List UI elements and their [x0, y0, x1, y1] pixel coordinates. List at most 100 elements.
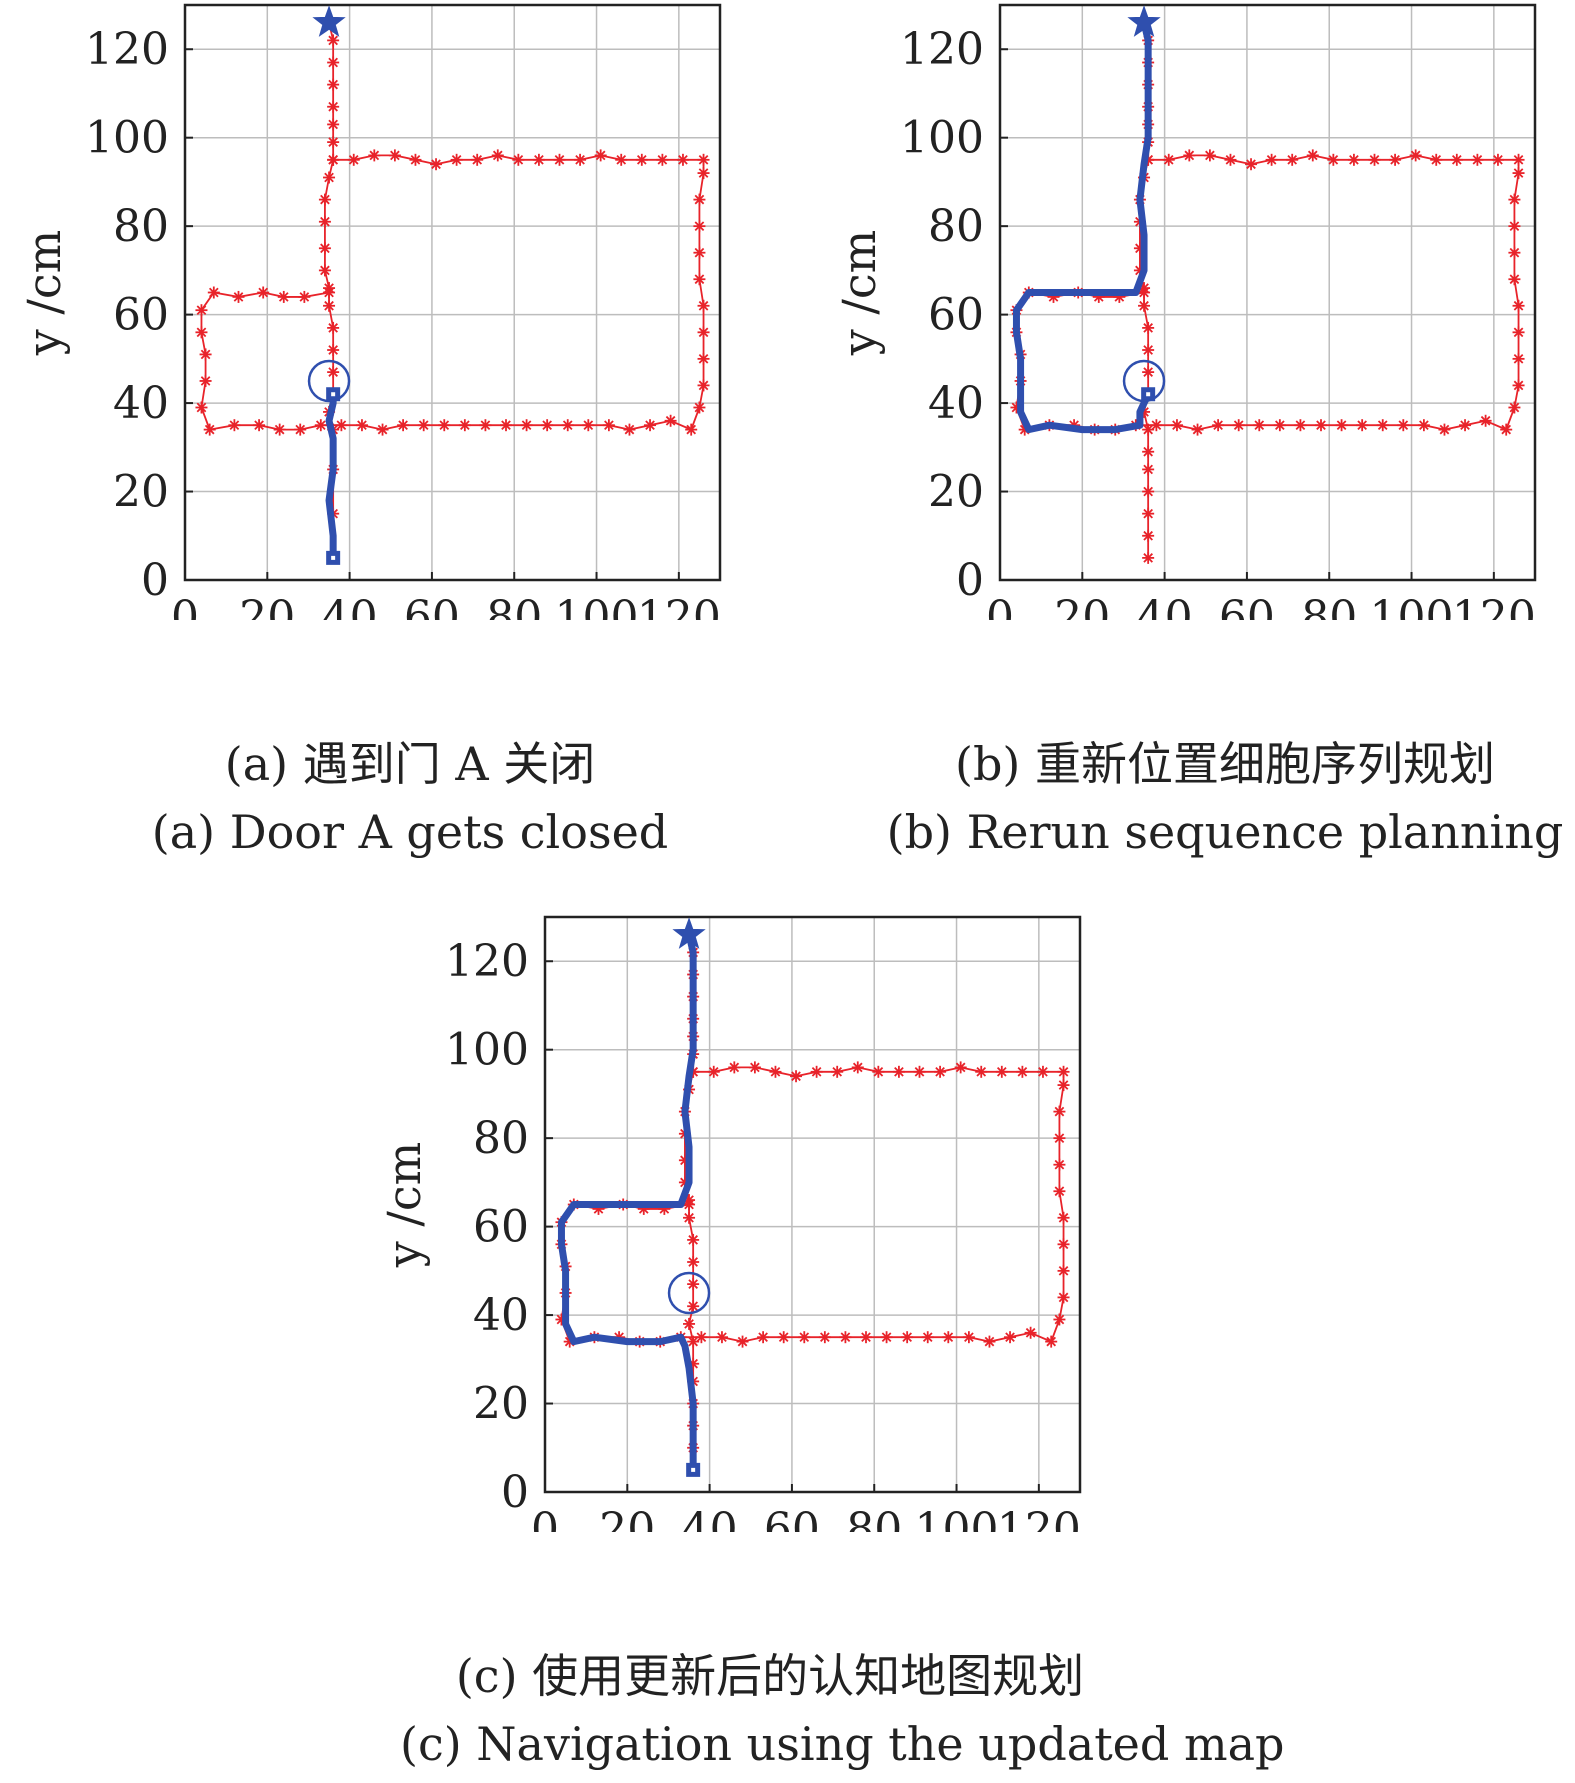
map-node-marker — [921, 1331, 934, 1344]
data-layer — [555, 928, 1070, 1477]
map-node-marker — [327, 78, 340, 91]
y-tick-label: 80 — [928, 201, 984, 252]
map-node-marker — [1389, 153, 1402, 166]
map-node-marker — [582, 419, 595, 432]
axes-box — [543, 915, 1082, 1494]
y-axis-label: y /cm — [17, 230, 71, 357]
map-node-marker — [1053, 1132, 1066, 1145]
map-node-marker — [323, 299, 336, 312]
map-node-marker — [1183, 149, 1196, 162]
caption-b-en: (b) Rerun sequence planning — [886, 805, 1564, 859]
planned-path — [1012, 19, 1152, 434]
map-node-marker — [676, 153, 689, 166]
map-node-marker — [1057, 1264, 1070, 1277]
map-node-marker — [1294, 419, 1307, 432]
map-node-marker — [277, 290, 290, 303]
map-node-marker — [683, 1317, 696, 1330]
map-node-marker — [1057, 1211, 1070, 1224]
y-tick-label: 80 — [473, 1113, 529, 1164]
x-tick-label: 120 — [997, 1504, 1081, 1532]
map-node-marker — [777, 1331, 790, 1344]
map-node-marker — [656, 153, 669, 166]
end-square-marker-inner — [331, 392, 336, 397]
map-node-marker — [512, 153, 525, 166]
map-node-marker — [1142, 366, 1155, 379]
goal-star-marker — [312, 5, 346, 37]
x-tick-label: 100 — [915, 1504, 999, 1532]
map-node-marker — [1479, 414, 1492, 427]
map-node-marker — [1512, 379, 1525, 392]
map-node-marker — [500, 419, 512, 432]
map-node-marker — [687, 1300, 700, 1313]
x-tick-label: 100 — [1370, 592, 1454, 620]
map-node-marker — [368, 149, 381, 162]
caption-c-en: (c) Navigation using the updated map — [400, 1717, 1285, 1771]
map-node-marker — [1450, 153, 1463, 166]
map-node-marker — [1004, 1331, 1017, 1344]
map-node-marker — [1286, 153, 1299, 166]
y-tick-label: 80 — [113, 201, 169, 252]
map-node-marker — [1356, 419, 1369, 432]
grid — [184, 5, 720, 581]
map-node-marker — [228, 419, 241, 432]
map-node-marker — [1459, 419, 1472, 432]
x-tick-label: 80 — [846, 1504, 902, 1532]
map-node-marker — [1162, 153, 1175, 166]
y-tick-label: 0 — [501, 1467, 529, 1518]
map-node-marker — [664, 414, 677, 427]
y-axis-label: y /cm — [832, 230, 886, 357]
data-layer — [1010, 16, 1525, 564]
caption-a: (a) 遇到门 A 关闭 (a) Door A gets closed — [40, 730, 780, 866]
planned-path — [325, 390, 337, 562]
map-node-marker — [1508, 220, 1521, 233]
x-tick-label: 60 — [1219, 592, 1275, 620]
map-node-marker — [623, 423, 636, 436]
map-node-marker — [1203, 149, 1216, 162]
map-node-marker — [257, 286, 270, 299]
map-node-marker — [1512, 352, 1525, 365]
chart-c-svg: 020406080100120020406080100120x /cmy /cm — [377, 915, 1082, 1613]
map-line-loop — [200, 154, 705, 431]
y-tick-label: 100 — [85, 113, 169, 164]
map-node-marker — [199, 374, 212, 387]
x-tick-label: 20 — [1054, 592, 1110, 620]
map-node-marker — [1057, 1079, 1070, 1092]
map-node-marker — [1053, 1158, 1066, 1171]
map-node-marker — [1245, 158, 1258, 171]
map-node-marker — [1142, 321, 1155, 334]
map-node-marker — [1142, 529, 1155, 542]
map-node-marker — [818, 1331, 831, 1344]
map-node-marker — [839, 1331, 852, 1344]
map-node-marker — [615, 153, 628, 166]
map-node-marker — [253, 419, 266, 432]
map-node-marker — [479, 419, 492, 432]
map-node-marker — [748, 1061, 761, 1074]
map-node-marker — [851, 1061, 864, 1074]
map-node-marker — [327, 344, 340, 356]
map-node-marker — [318, 215, 331, 228]
y-tick-label: 120 — [900, 24, 984, 75]
y-tick-label: 20 — [113, 467, 169, 518]
y-tick-label: 40 — [473, 1290, 529, 1341]
map-node-marker — [1053, 1105, 1066, 1118]
map-node-marker — [983, 1335, 996, 1348]
y-tick-label: 0 — [141, 555, 169, 606]
map-node-marker — [1512, 326, 1525, 339]
map-node-marker — [327, 100, 340, 113]
map-node-marker — [232, 290, 245, 303]
map-node-marker — [872, 1065, 885, 1078]
map-node-marker — [1491, 153, 1504, 166]
x-tick-label: 80 — [486, 592, 542, 620]
y-tick-label: 120 — [445, 936, 529, 987]
map-node-marker — [1376, 419, 1389, 432]
map-node-marker — [1397, 419, 1410, 432]
map-node-marker — [683, 1211, 696, 1224]
caption-c-cn: (c) 使用更新后的认知地图规划 — [455, 1649, 1085, 1703]
map-node-marker — [553, 153, 566, 166]
map-node-marker — [273, 423, 286, 436]
map-node-marker — [1508, 193, 1521, 206]
map-node-marker — [318, 242, 331, 255]
caption-a-en: (a) Door A gets closed — [151, 805, 669, 859]
map-node-marker — [697, 379, 710, 392]
y-tick-label: 120 — [85, 24, 169, 75]
